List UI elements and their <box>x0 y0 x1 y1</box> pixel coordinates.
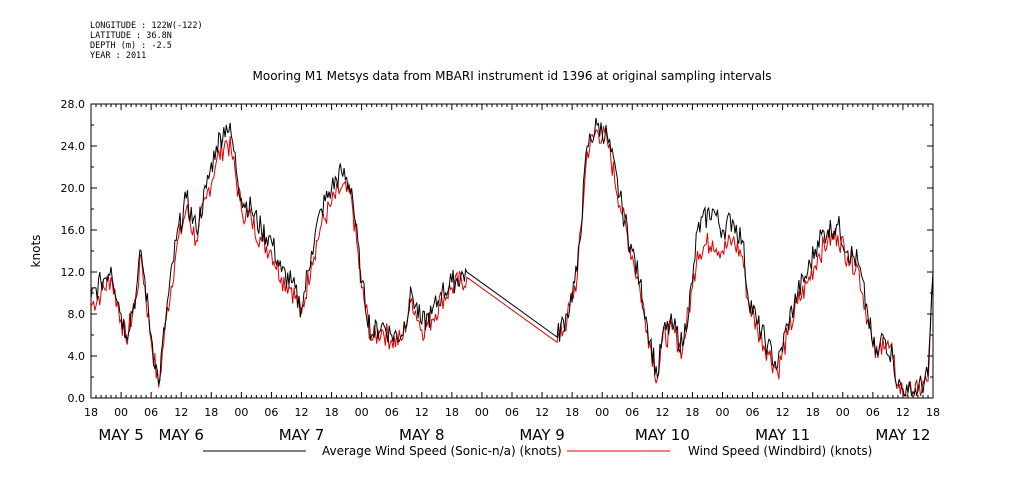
x-day-labels: MAY 5 MAY 6 MAY 7 MAY 8 MAY 9 MAY 10 MAY 11 MAY… <box>98 426 930 444</box>
x-tick-label: 00 <box>114 406 128 419</box>
x-tick-label: 18 <box>926 406 940 419</box>
depth-text: DEPTH (m) : -2.5 <box>90 41 172 51</box>
series-line-1 <box>90 126 934 397</box>
day-label: MAY 12 <box>875 426 930 444</box>
y-axis-label: knots <box>29 235 43 268</box>
year-text: YEAR : 2011 <box>90 51 147 61</box>
x-tick-label: 00 <box>836 406 850 419</box>
longitude-text: LONGITUDE : 122W(-122) <box>90 21 203 31</box>
day-label: MAY 11 <box>755 426 810 444</box>
x-tick-label: 06 <box>144 406 158 419</box>
day-label: MAY 8 <box>399 426 445 444</box>
x-tick-label: 18 <box>84 406 98 419</box>
day-label: MAY 7 <box>279 426 325 444</box>
x-tick-label: 12 <box>174 406 188 419</box>
x-tick-label: 06 <box>866 406 880 419</box>
day-label: MAY 9 <box>519 426 565 444</box>
x-tick-label: 12 <box>415 406 429 419</box>
y-tick-label: 16.0 <box>61 224 86 237</box>
axis-ticks <box>90 103 934 399</box>
x-tick-label: 18 <box>806 406 820 419</box>
y-tick-labels: 0.0 4.0 8.0 12.0 16.0 20.0 24.0 28.0 <box>61 98 86 405</box>
x-tick-label: 00 <box>595 406 609 419</box>
x-tick-label: 18 <box>204 406 218 419</box>
x-tick-label: 12 <box>655 406 669 419</box>
x-tick-label: 06 <box>385 406 399 419</box>
legend-label-1: Wind Speed (Windbird) (knots) <box>688 444 872 458</box>
x-tick-label: 18 <box>565 406 579 419</box>
x-tick-label: 18 <box>445 406 459 419</box>
y-tick-label: 0.0 <box>68 392 86 405</box>
x-tick-label: 06 <box>746 406 760 419</box>
day-label: MAY 10 <box>635 426 690 444</box>
x-tick-label: 06 <box>505 406 519 419</box>
y-tick-label: 12.0 <box>61 266 86 279</box>
x-tick-label: 00 <box>355 406 369 419</box>
y-tick-label: 28.0 <box>61 98 86 111</box>
x-tick-label: 12 <box>295 406 309 419</box>
x-tick-label: 18 <box>685 406 699 419</box>
y-tick-label: 24.0 <box>61 140 86 153</box>
x-tick-label: 12 <box>896 406 910 419</box>
x-tick-label: 12 <box>535 406 549 419</box>
x-tick-label: 00 <box>475 406 489 419</box>
x-tick-label: 00 <box>234 406 248 419</box>
legend: Average Wind Speed (Sonic-n/a) (knots) Wi… <box>203 444 872 458</box>
day-label: MAY 6 <box>158 426 204 444</box>
latitude-text: LATITUDE : 36.8N <box>90 31 172 41</box>
series-line-0 <box>90 117 934 397</box>
legend-label-0: Average Wind Speed (Sonic-n/a) (knots) <box>322 444 562 458</box>
plot-frame <box>90 103 934 399</box>
x-tick-label: 06 <box>264 406 278 419</box>
y-tick-label: 20.0 <box>61 182 86 195</box>
x-tick-label: 00 <box>716 406 730 419</box>
day-label: MAY 5 <box>98 426 144 444</box>
metadata-block: LONGITUDE : 122W(-122) LATITUDE : 36.8N … <box>90 21 203 61</box>
chart-title: Mooring M1 Metsys data from MBARI instru… <box>253 69 772 83</box>
y-tick-label: 8.0 <box>68 308 86 321</box>
x-tick-labels: 18 00 06 12 18 00 06 12 18 00 06 12 18 00 06 12 18 00 06 12… <box>84 406 940 419</box>
x-tick-label: 12 <box>776 406 790 419</box>
x-tick-label: 06 <box>625 406 639 419</box>
y-tick-label: 4.0 <box>68 350 86 363</box>
x-tick-label: 18 <box>325 406 339 419</box>
series-layer <box>90 117 934 397</box>
